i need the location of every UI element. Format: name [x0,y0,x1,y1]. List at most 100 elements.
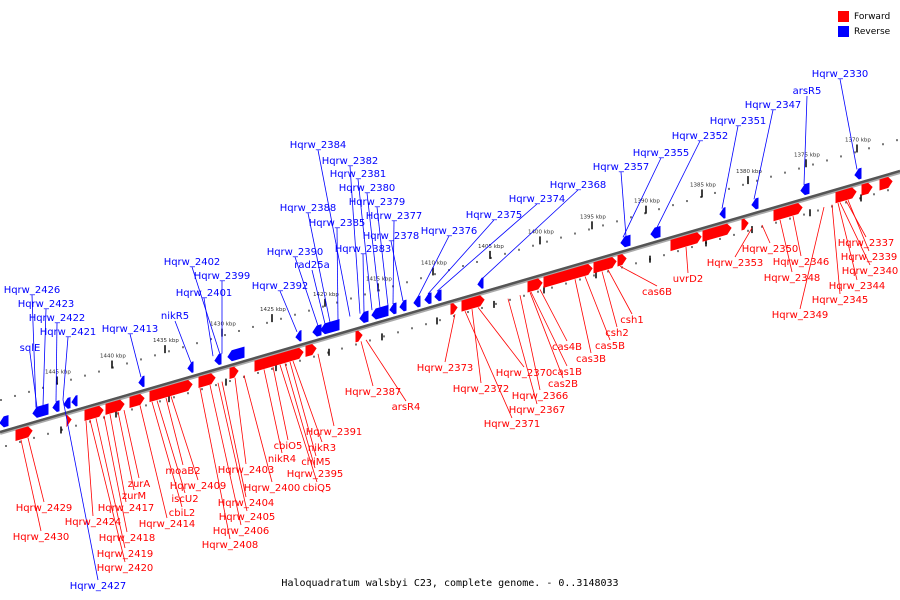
label-leader-line [803,95,808,185]
reverse-gene-label: Hqrw_2355 [633,148,690,159]
label-leader-line [27,437,45,503]
label-leader-line [607,269,633,315]
reverse-gene-arrow [650,225,661,239]
label-leader-line [482,189,579,279]
reverse-gene-label: Hqrw_2378 [363,231,420,242]
scale-dot [47,432,49,435]
forward-gene-label: nikR3 [308,443,336,454]
reverse-gene-arrow [32,403,49,418]
scale-dot [761,225,763,228]
scale-dot [159,400,161,403]
forward-gene-label: Hqrw_2340 [842,266,899,277]
reverse-gene-label: Hqrw_2376 [421,226,478,237]
forward-gene-label: Hqrw_2372 [453,384,510,395]
label-leader-line [734,227,753,258]
forward-gene-label: Hqrw_2367 [509,405,566,416]
label-leader-line [366,192,381,308]
reverse-gene-arrow [371,304,389,320]
label-leader-line [471,309,482,384]
scale-dot [602,224,604,227]
reverse-gene-arrow [0,415,9,428]
reverse-gene-label: Hqrw_2413 [102,324,159,335]
label-leader-line [839,202,871,266]
forward-gene-label: cas2B [548,379,578,390]
scale-dot [504,252,506,255]
label-leader-line [464,310,513,419]
forward-gene-label: csh1 [620,315,643,326]
reverse-gene-arrow [214,353,222,366]
reverse-gene-arrow [138,375,145,388]
forward-gene-label: Hqrw_2409 [170,481,227,492]
forward-gene-label: csh2 [605,328,628,339]
label-leader-line [95,418,126,549]
forward-gene-label: Hqrw_2403 [218,465,275,476]
forward-gene-arrow [741,218,749,231]
forward-gene-label: Hqrw_2370 [496,368,553,379]
scale-dot [84,374,86,377]
forward-gene-label: uvrD2 [673,274,703,285]
scale-dot [294,313,296,316]
label-leader-line [799,206,825,310]
label-leader-line [129,333,142,378]
label-leader-line [62,399,99,581]
label-leader-line [619,265,658,287]
label-leader-line [156,400,186,494]
forward-gene-arrow [617,254,627,267]
label-leader-line [427,219,495,295]
reverse-gene-label: Hqrw_2390 [267,247,324,258]
label-leader-line [847,199,870,252]
forward-gene-label: Hqrw_2414 [139,519,196,530]
scale-dot [882,143,884,146]
scale-dot [593,274,595,277]
label-leader-line [103,415,128,533]
scale-dot [350,297,352,300]
scale-dot [266,321,268,324]
forward-gene-label: Hqrw_2429 [16,503,73,514]
label-leader-line [311,269,326,324]
label-leader-line [217,382,248,512]
forward-swatch [838,11,849,22]
scale-dot [42,386,44,389]
label-leader-line [221,381,247,498]
forward-gene-label: arsR4 [392,402,421,413]
scale-dot [616,220,618,223]
forward-gene-label: nikR4 [268,454,296,465]
scale-dot [873,193,875,196]
scale-dot [700,196,702,198]
scale-dot [719,237,721,240]
scale-dot [322,305,324,308]
reverse-gene-arrow [399,299,407,312]
scale-dot [355,343,357,346]
scale-dot [551,286,553,289]
scale-dot [588,228,590,231]
label-leader-line [123,409,140,479]
scale-dot [434,273,436,276]
label-leader-line [392,220,395,305]
label-leader-line [151,401,183,508]
scale-dot [565,282,567,285]
scale-dot [481,306,483,309]
scale-label: 1395 kbp [580,214,606,220]
scale-dot [467,311,469,314]
reverse-gene-label: Hqrw_2379 [349,197,406,208]
reverse-gene-arrow [295,330,302,342]
forward-gene-label: Hqrw_2404 [218,498,275,509]
legend: Forward Reverse [838,9,890,39]
scale-dot [770,175,772,178]
reverse-gene-label: Hqrw_2384 [290,140,347,151]
label-leader-line [174,320,192,363]
scale-dot [742,183,744,186]
scale-label: 1390 kbp [634,199,660,205]
scale-dot [798,167,800,170]
scale-dot [817,209,819,212]
scale-label: 1410 kbp [421,260,447,266]
label-leader-line [721,125,739,209]
forward-gene-arrow [355,330,363,343]
forward-gene-arrow [129,393,145,408]
forward-gene-arrow [305,343,317,357]
label-leader-line [109,414,127,503]
label-leader-line [336,227,339,320]
forward-gene-label: Hqrw_2419 [97,549,154,560]
reverse-gene-label: Hqrw_2377 [366,211,423,222]
forward-gene-label: Hqrw_2405 [219,512,276,523]
